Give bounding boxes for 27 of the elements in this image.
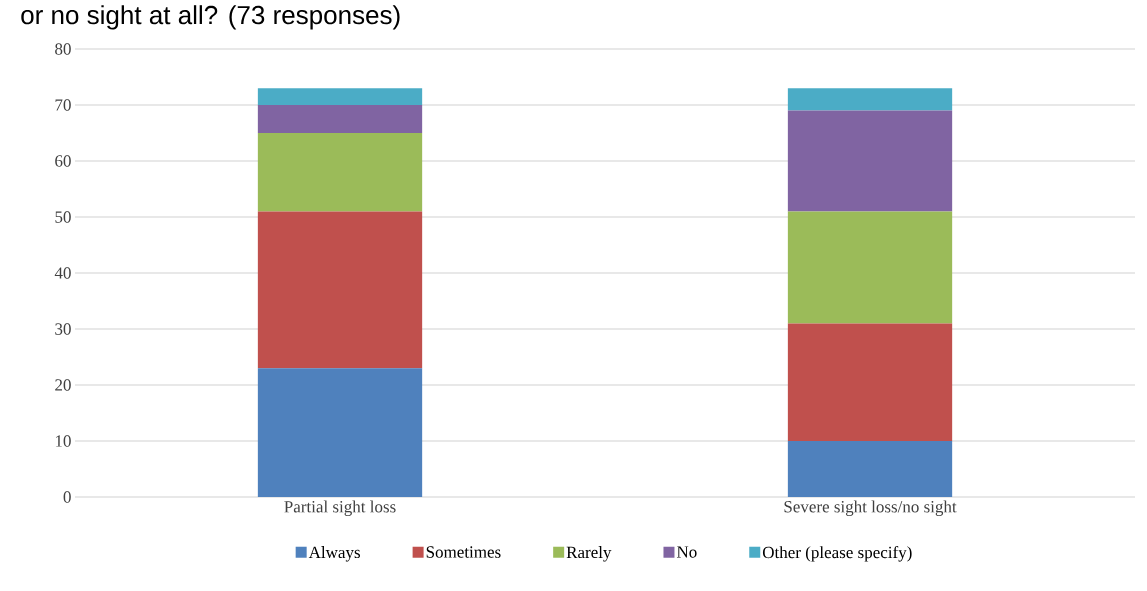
bar: [257, 104, 423, 133]
y-tick-label: 30: [55, 323, 71, 335]
bar: [787, 441, 953, 497]
y-tick-label: 70: [55, 99, 71, 111]
legend-label: No: [676, 546, 697, 558]
legend-label: Other (please specify): [762, 546, 912, 562]
y-tick-label: 10: [55, 435, 71, 447]
bar: [787, 110, 953, 212]
y-tick-label: 50: [55, 211, 71, 223]
y-tick-label: 20: [55, 379, 71, 391]
bar: [257, 211, 423, 369]
legend-label: Always: [308, 546, 360, 562]
bar: [257, 88, 423, 105]
y-tick-label: 40: [54, 267, 71, 279]
legend-label: Rarely: [566, 546, 612, 562]
x-tick-label: Partial sight loss: [284, 500, 396, 516]
chart-title: or no sight at all? (73 responses): [21, 5, 400, 30]
y-tick-label: 0: [63, 491, 71, 503]
bar: [787, 211, 953, 324]
y-tick-label: 80: [55, 43, 71, 55]
x-tick-label: Severe sight loss/no sight: [784, 500, 957, 516]
bar: [257, 368, 423, 497]
bar: [257, 132, 423, 212]
legend-label: Sometimes: [426, 546, 501, 558]
y-tick-label: 60: [55, 155, 71, 167]
bar: [787, 323, 953, 441]
bar: [787, 88, 953, 111]
